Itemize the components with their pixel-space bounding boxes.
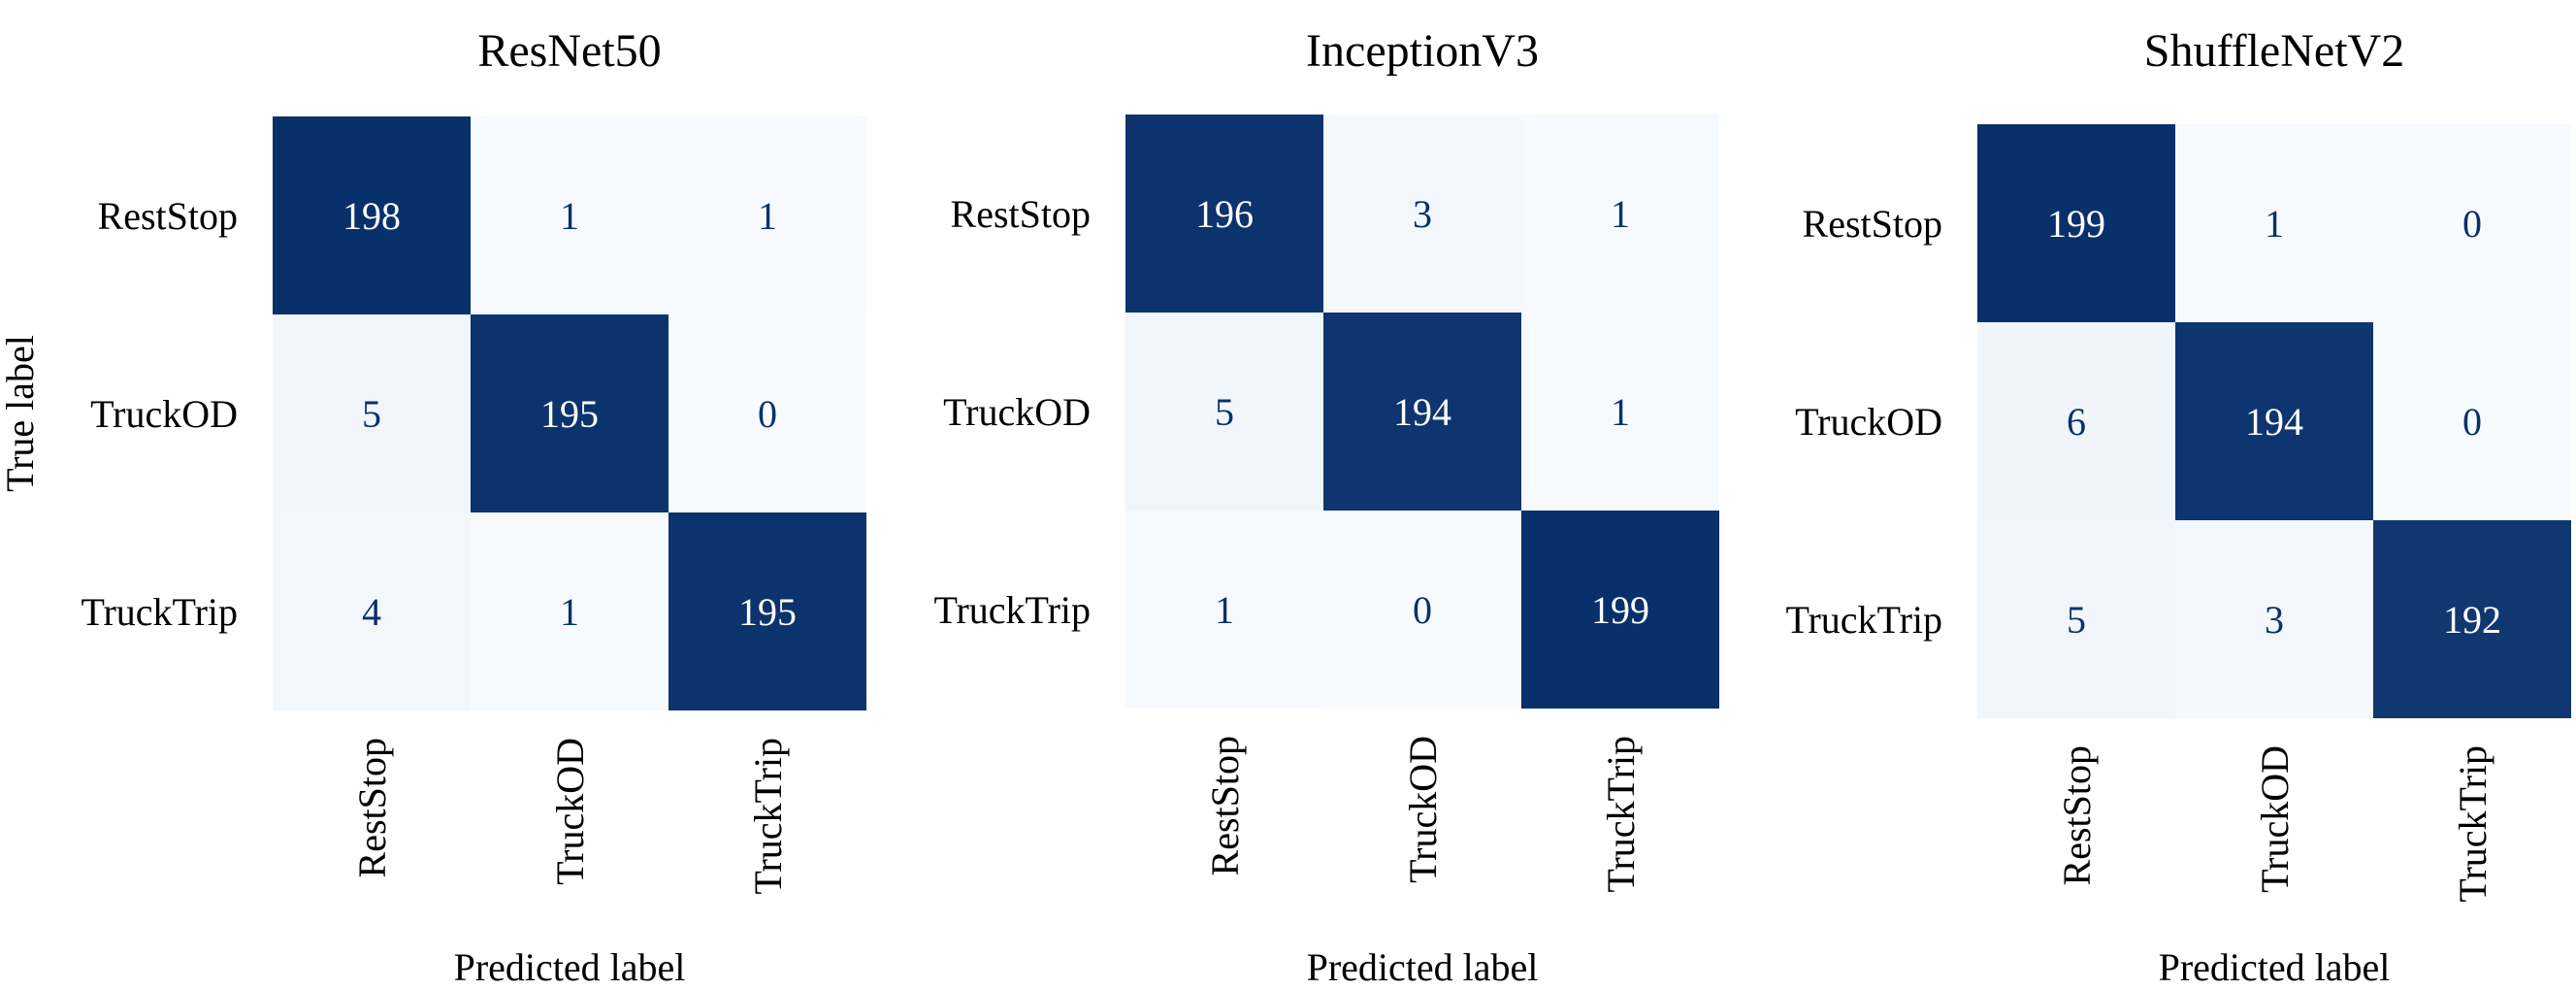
x-axis-label: Predicted label — [454, 945, 686, 989]
heatmap-cell — [1125, 115, 1323, 313]
heatmap-cell — [2175, 124, 2373, 322]
y-tick-label: TruckOD — [90, 392, 238, 436]
heatmap-cell — [1125, 511, 1323, 709]
cell-value-label: 0 — [1413, 588, 1432, 632]
heatmap-cell — [1125, 313, 1323, 511]
heatmap-cell — [273, 512, 471, 710]
x-tick-label: TruckOD — [2253, 745, 2297, 893]
confusion-matrix-3: ShuffleNetV2 199 1 0 6 194 0 5 3 192 RestStop Truck… — [1785, 25, 2571, 989]
heatmap-cell — [471, 314, 668, 512]
heatmap-cell — [668, 314, 866, 512]
cell-value-label: 1 — [2265, 202, 2284, 246]
heatmap-cell — [1977, 124, 2175, 322]
cell-value-label: 195 — [738, 590, 797, 634]
chart-title: ResNet50 — [477, 25, 661, 77]
chart-title: ShuffleNetV2 — [2144, 25, 2404, 77]
heatmap-cell — [1323, 313, 1521, 511]
confusion-matrix-2: InceptionV3 196 3 1 5 194 1 1 0 199 RestStop TruckO… — [933, 25, 1719, 989]
cell-value-label: 194 — [2245, 400, 2303, 444]
cell-value-label: 1 — [758, 194, 777, 238]
x-axis-label: Predicted label — [2159, 945, 2391, 989]
y-tick-label: RestStop — [98, 194, 238, 238]
cell-value-label: 0 — [2462, 202, 2482, 246]
cell-value-label: 3 — [2265, 598, 2284, 642]
cell-value-label: 6 — [2067, 400, 2086, 444]
cell-value-label: 1 — [1215, 588, 1234, 632]
cell-value-label: 0 — [758, 392, 777, 436]
cell-value-label: 195 — [540, 392, 599, 436]
heatmap-cell — [273, 314, 471, 512]
heatmap-cell — [1521, 313, 1719, 511]
heatmap-cell — [1323, 115, 1521, 313]
heatmap-cell — [2175, 322, 2373, 520]
cell-value-label: 1 — [1611, 192, 1630, 236]
heatmap-cell — [471, 116, 668, 314]
x-tick-label: TruckTrip — [1599, 736, 1643, 893]
heatmap-cell — [2373, 322, 2571, 520]
cell-value-label: 1 — [1611, 390, 1630, 434]
y-tick-label: RestStop — [951, 192, 1091, 236]
x-tick-label: RestStop — [1203, 736, 1247, 875]
heatmap-cell — [273, 116, 471, 314]
heatmap-cell — [1521, 511, 1719, 709]
cell-value-label: 199 — [1591, 588, 1649, 632]
x-tick-label: TruckTrip — [746, 738, 790, 895]
y-axis-label: True label — [0, 335, 42, 492]
heatmap-cell — [668, 512, 866, 710]
x-tick-label: RestStop — [350, 738, 394, 877]
cell-value-label: 194 — [1393, 390, 1451, 434]
heatmap-cell — [2175, 520, 2373, 718]
heatmap-cell — [2373, 520, 2571, 718]
x-tick-label: RestStop — [2055, 745, 2099, 885]
y-tick-label: RestStop — [1803, 202, 1942, 246]
cell-value-label: 1 — [560, 590, 579, 634]
x-axis-label: Predicted label — [1307, 945, 1539, 989]
cell-value-label: 198 — [342, 194, 401, 238]
y-tick-label: TruckTrip — [933, 588, 1091, 632]
y-tick-label: TruckOD — [943, 390, 1091, 434]
heatmap-cell — [1521, 115, 1719, 313]
cell-value-label: 1 — [560, 194, 579, 238]
y-tick-label: TruckTrip — [1785, 598, 1942, 642]
heatmap-cell — [471, 512, 668, 710]
x-tick-label: TruckOD — [1401, 736, 1445, 883]
heatmap-cell — [1977, 520, 2175, 718]
cell-value-label: 196 — [1195, 192, 1254, 236]
x-tick-label: TruckOD — [548, 738, 592, 885]
y-tick-label: TruckTrip — [81, 590, 238, 634]
cell-value-label: 5 — [1215, 390, 1234, 434]
cell-value-label: 4 — [362, 590, 381, 634]
cell-value-label: 199 — [2047, 202, 2105, 246]
cell-value-label: 5 — [2067, 598, 2086, 642]
chart-title: InceptionV3 — [1306, 25, 1539, 77]
heatmap-cell — [1323, 511, 1521, 709]
y-tick-label: TruckOD — [1795, 400, 1942, 444]
cell-value-label: 192 — [2443, 598, 2501, 642]
heatmap-cell — [1977, 322, 2175, 520]
confusion-matrix-1: ResNet50 198 1 1 5 195 0 4 1 195 RestStop TruckOD Tr… — [0, 25, 866, 989]
cell-value-label: 5 — [362, 392, 381, 436]
cell-value-label: 3 — [1413, 192, 1432, 236]
cell-value-label: 0 — [2462, 400, 2482, 444]
heatmap-cell — [668, 116, 866, 314]
x-tick-label: TruckTrip — [2451, 745, 2494, 903]
heatmap-cell — [2373, 124, 2571, 322]
